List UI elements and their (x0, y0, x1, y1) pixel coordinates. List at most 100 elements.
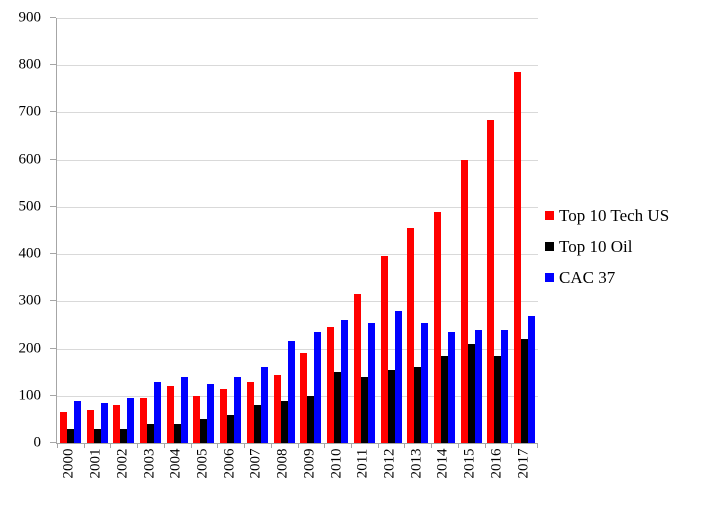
bar-group-2004 (164, 18, 191, 443)
bar-2010-top-10-oil (334, 372, 342, 443)
gridline (57, 65, 538, 67)
y-axis-tick-label: 100 (18, 387, 42, 404)
bar-group-2015 (458, 18, 485, 443)
x-axis-tick-label: 2006 (221, 448, 238, 479)
x-axis-tick-mark (350, 443, 352, 448)
legend: Top 10 Tech US Top 10 Oil CAC 37 (545, 207, 669, 286)
bar-group-2013 (404, 18, 431, 443)
x-axis-tick-mark (377, 443, 379, 448)
x-axis-tick-label: 2009 (301, 448, 318, 479)
y-axis-tick-label: 900 (18, 9, 42, 26)
bar-2017-cac-37 (528, 315, 536, 443)
x-axis-tick-label: 2015 (461, 448, 478, 479)
gridline (57, 254, 538, 256)
x-axis-tick-mark (537, 443, 538, 448)
bar-2017-top-10-oil (521, 339, 529, 443)
bar-2017-top-10-tech-us (514, 72, 522, 443)
y-axis-tick-label: 700 (18, 103, 42, 120)
bar-group-2017 (511, 18, 538, 443)
bar-2003-cac-37 (154, 381, 162, 443)
bar-2001-cac-37 (100, 402, 108, 443)
legend-item-1: Top 10 Oil (545, 238, 669, 255)
bar-2016-cac-37 (501, 329, 509, 443)
gridline (57, 112, 538, 114)
y-axis: 0 100 200 300 400 500 600 700 800 900 (0, 10, 42, 450)
bar-2015-top-10-oil (467, 343, 475, 443)
bar-2002-top-10-oil (120, 428, 128, 443)
legend-label: Top 10 Oil (559, 237, 633, 256)
x-axis-tick-mark (270, 443, 272, 448)
y-axis-tick-label: 300 (18, 292, 42, 309)
x-axis-tick-mark (297, 443, 299, 448)
bar-2009-cac-37 (314, 332, 322, 443)
bar-group-2000 (57, 18, 84, 443)
x-axis-tick-mark (190, 443, 192, 448)
y-axis-tick-label: 0 (33, 434, 42, 451)
bar-group-2008 (271, 18, 298, 443)
x-axis-tick-label: 2000 (60, 448, 77, 479)
y-axis-tick-label: 400 (18, 245, 42, 262)
x-axis-tick-label: 2008 (274, 448, 291, 479)
x-axis-tick-label: 2005 (194, 448, 211, 479)
bar-2011-cac-37 (367, 322, 375, 443)
bar-2005-top-10-oil (200, 419, 208, 443)
legend-swatch-icon (545, 273, 554, 282)
x-axis-tick-mark (511, 443, 513, 448)
bar-2005-top-10-tech-us (193, 395, 201, 443)
bar-2007-top-10-oil (253, 405, 261, 443)
gridline (57, 348, 538, 350)
bar-2010-cac-37 (341, 320, 349, 443)
bar-2015-cac-37 (474, 329, 482, 443)
legend-item-2: CAC 37 (545, 269, 669, 286)
x-axis-tick-mark (163, 443, 165, 448)
bar-group-2006 (217, 18, 244, 443)
bar-2011-top-10-oil (360, 376, 368, 443)
bar-group-2007 (244, 18, 271, 443)
bar-2003-top-10-tech-us (140, 398, 148, 443)
bar-2002-cac-37 (127, 398, 135, 443)
bar-2014-top-10-tech-us (433, 211, 441, 443)
bar-2012-cac-37 (394, 310, 402, 443)
bar-2013-top-10-oil (414, 367, 422, 443)
bar-2008-cac-37 (287, 341, 295, 443)
y-axis-tick-mark (50, 64, 56, 66)
bar-2005-cac-37 (207, 383, 215, 443)
y-axis-tick-mark (50, 158, 56, 160)
x-axis-tick-label: 2001 (87, 448, 104, 479)
bar-2013-cac-37 (421, 322, 429, 443)
bar-2016-top-10-oil (494, 355, 502, 443)
bar-2009-top-10-oil (307, 395, 315, 443)
bar-2008-top-10-oil (280, 400, 288, 443)
bar-2010-top-10-tech-us (327, 327, 335, 443)
y-axis-tick-mark (50, 442, 56, 443)
x-axis-tick-label: 2002 (114, 448, 131, 479)
bar-2007-cac-37 (260, 367, 268, 443)
y-axis-tick-mark (50, 111, 56, 113)
bar-2007-top-10-tech-us (246, 381, 254, 443)
bar-2015-top-10-tech-us (460, 159, 468, 443)
plot-area (50, 17, 538, 448)
bar-2013-top-10-tech-us (407, 228, 415, 443)
bar-2006-cac-37 (234, 376, 242, 443)
gridline (57, 395, 538, 397)
x-axis-tick-mark (484, 443, 486, 448)
x-axis-tick-label: 2016 (488, 448, 505, 479)
x-axis-tick-mark (217, 443, 219, 448)
bar-2006-top-10-tech-us (220, 388, 228, 443)
bar-2016-top-10-tech-us (487, 119, 495, 443)
y-axis-tick-mark (50, 253, 56, 255)
x-axis-tick-label: 2004 (167, 448, 184, 479)
x-axis-tick-mark (57, 443, 58, 448)
bar-group-2016 (485, 18, 512, 443)
bar-group-2011 (351, 18, 378, 443)
x-axis-tick-label: 2013 (408, 448, 425, 479)
gridline (57, 301, 538, 303)
gridline (57, 18, 538, 19)
bar-2012-top-10-tech-us (380, 256, 388, 443)
x-axis-tick-label: 2012 (381, 448, 398, 479)
x-axis-tick-label: 2011 (354, 448, 371, 479)
y-axis-tick-mark (50, 347, 56, 349)
x-axis-tick-mark (137, 443, 139, 448)
x-axis-tick-label: 2017 (515, 448, 532, 479)
